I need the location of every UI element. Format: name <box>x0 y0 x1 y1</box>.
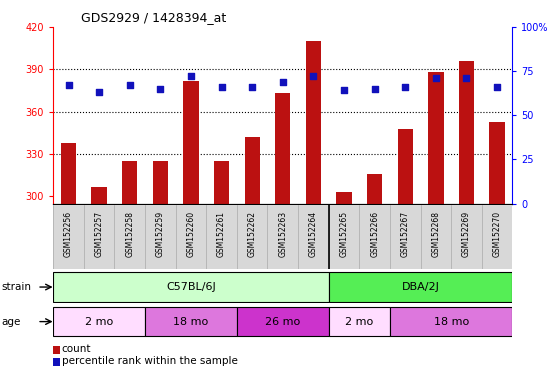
Bar <box>275 93 291 384</box>
Bar <box>245 137 260 384</box>
Bar <box>329 272 512 302</box>
Text: GSM152259: GSM152259 <box>156 210 165 257</box>
Text: GSM152267: GSM152267 <box>401 210 410 257</box>
Point <box>462 75 471 81</box>
Text: GDS2929 / 1428394_at: GDS2929 / 1428394_at <box>81 12 226 25</box>
Bar <box>398 129 413 384</box>
Text: GSM152270: GSM152270 <box>493 210 502 257</box>
Text: GSM152257: GSM152257 <box>95 210 104 257</box>
Text: 2 mo: 2 mo <box>345 316 374 327</box>
Text: 2 mo: 2 mo <box>85 316 113 327</box>
Text: 18 mo: 18 mo <box>433 316 469 327</box>
Text: GSM152262: GSM152262 <box>248 210 256 257</box>
Bar <box>91 187 107 384</box>
Text: percentile rank within the sample: percentile rank within the sample <box>62 356 237 366</box>
Bar <box>459 61 474 384</box>
Text: GSM152264: GSM152264 <box>309 210 318 257</box>
Text: age: age <box>1 316 21 327</box>
Text: strain: strain <box>1 282 31 292</box>
Point <box>309 73 318 79</box>
Bar <box>153 161 168 384</box>
Point <box>339 88 348 94</box>
Bar <box>237 307 329 336</box>
Point <box>401 84 410 90</box>
Point <box>64 82 73 88</box>
Point <box>278 79 287 85</box>
Bar <box>306 41 321 384</box>
Point <box>248 84 256 90</box>
Point <box>370 86 379 92</box>
Text: C57BL/6J: C57BL/6J <box>166 282 216 292</box>
Text: GSM152263: GSM152263 <box>278 210 287 257</box>
Bar <box>489 122 505 384</box>
Point <box>125 82 134 88</box>
Text: GSM152258: GSM152258 <box>125 210 134 257</box>
Bar <box>390 307 512 336</box>
Text: GSM152256: GSM152256 <box>64 210 73 257</box>
Point <box>217 84 226 90</box>
Bar <box>53 307 145 336</box>
Text: 26 mo: 26 mo <box>265 316 300 327</box>
Text: GSM152265: GSM152265 <box>339 210 348 257</box>
Text: GSM152261: GSM152261 <box>217 210 226 257</box>
Text: GSM152268: GSM152268 <box>431 210 440 257</box>
Bar <box>61 143 76 384</box>
Text: GSM152266: GSM152266 <box>370 210 379 257</box>
Point <box>431 75 440 81</box>
Bar <box>53 272 329 302</box>
Text: count: count <box>62 344 91 354</box>
Point <box>186 73 195 79</box>
Text: GSM152260: GSM152260 <box>186 210 195 257</box>
Text: DBA/2J: DBA/2J <box>402 282 440 292</box>
Bar <box>122 161 137 384</box>
Text: GSM152269: GSM152269 <box>462 210 471 257</box>
Bar <box>367 174 382 384</box>
Text: 18 mo: 18 mo <box>174 316 208 327</box>
Point <box>95 89 104 95</box>
Bar <box>337 192 352 384</box>
Bar <box>183 81 199 384</box>
Point <box>156 86 165 92</box>
Bar <box>329 307 390 336</box>
Bar <box>145 307 237 336</box>
Bar <box>214 161 229 384</box>
Bar <box>428 72 444 384</box>
Point <box>493 84 502 90</box>
